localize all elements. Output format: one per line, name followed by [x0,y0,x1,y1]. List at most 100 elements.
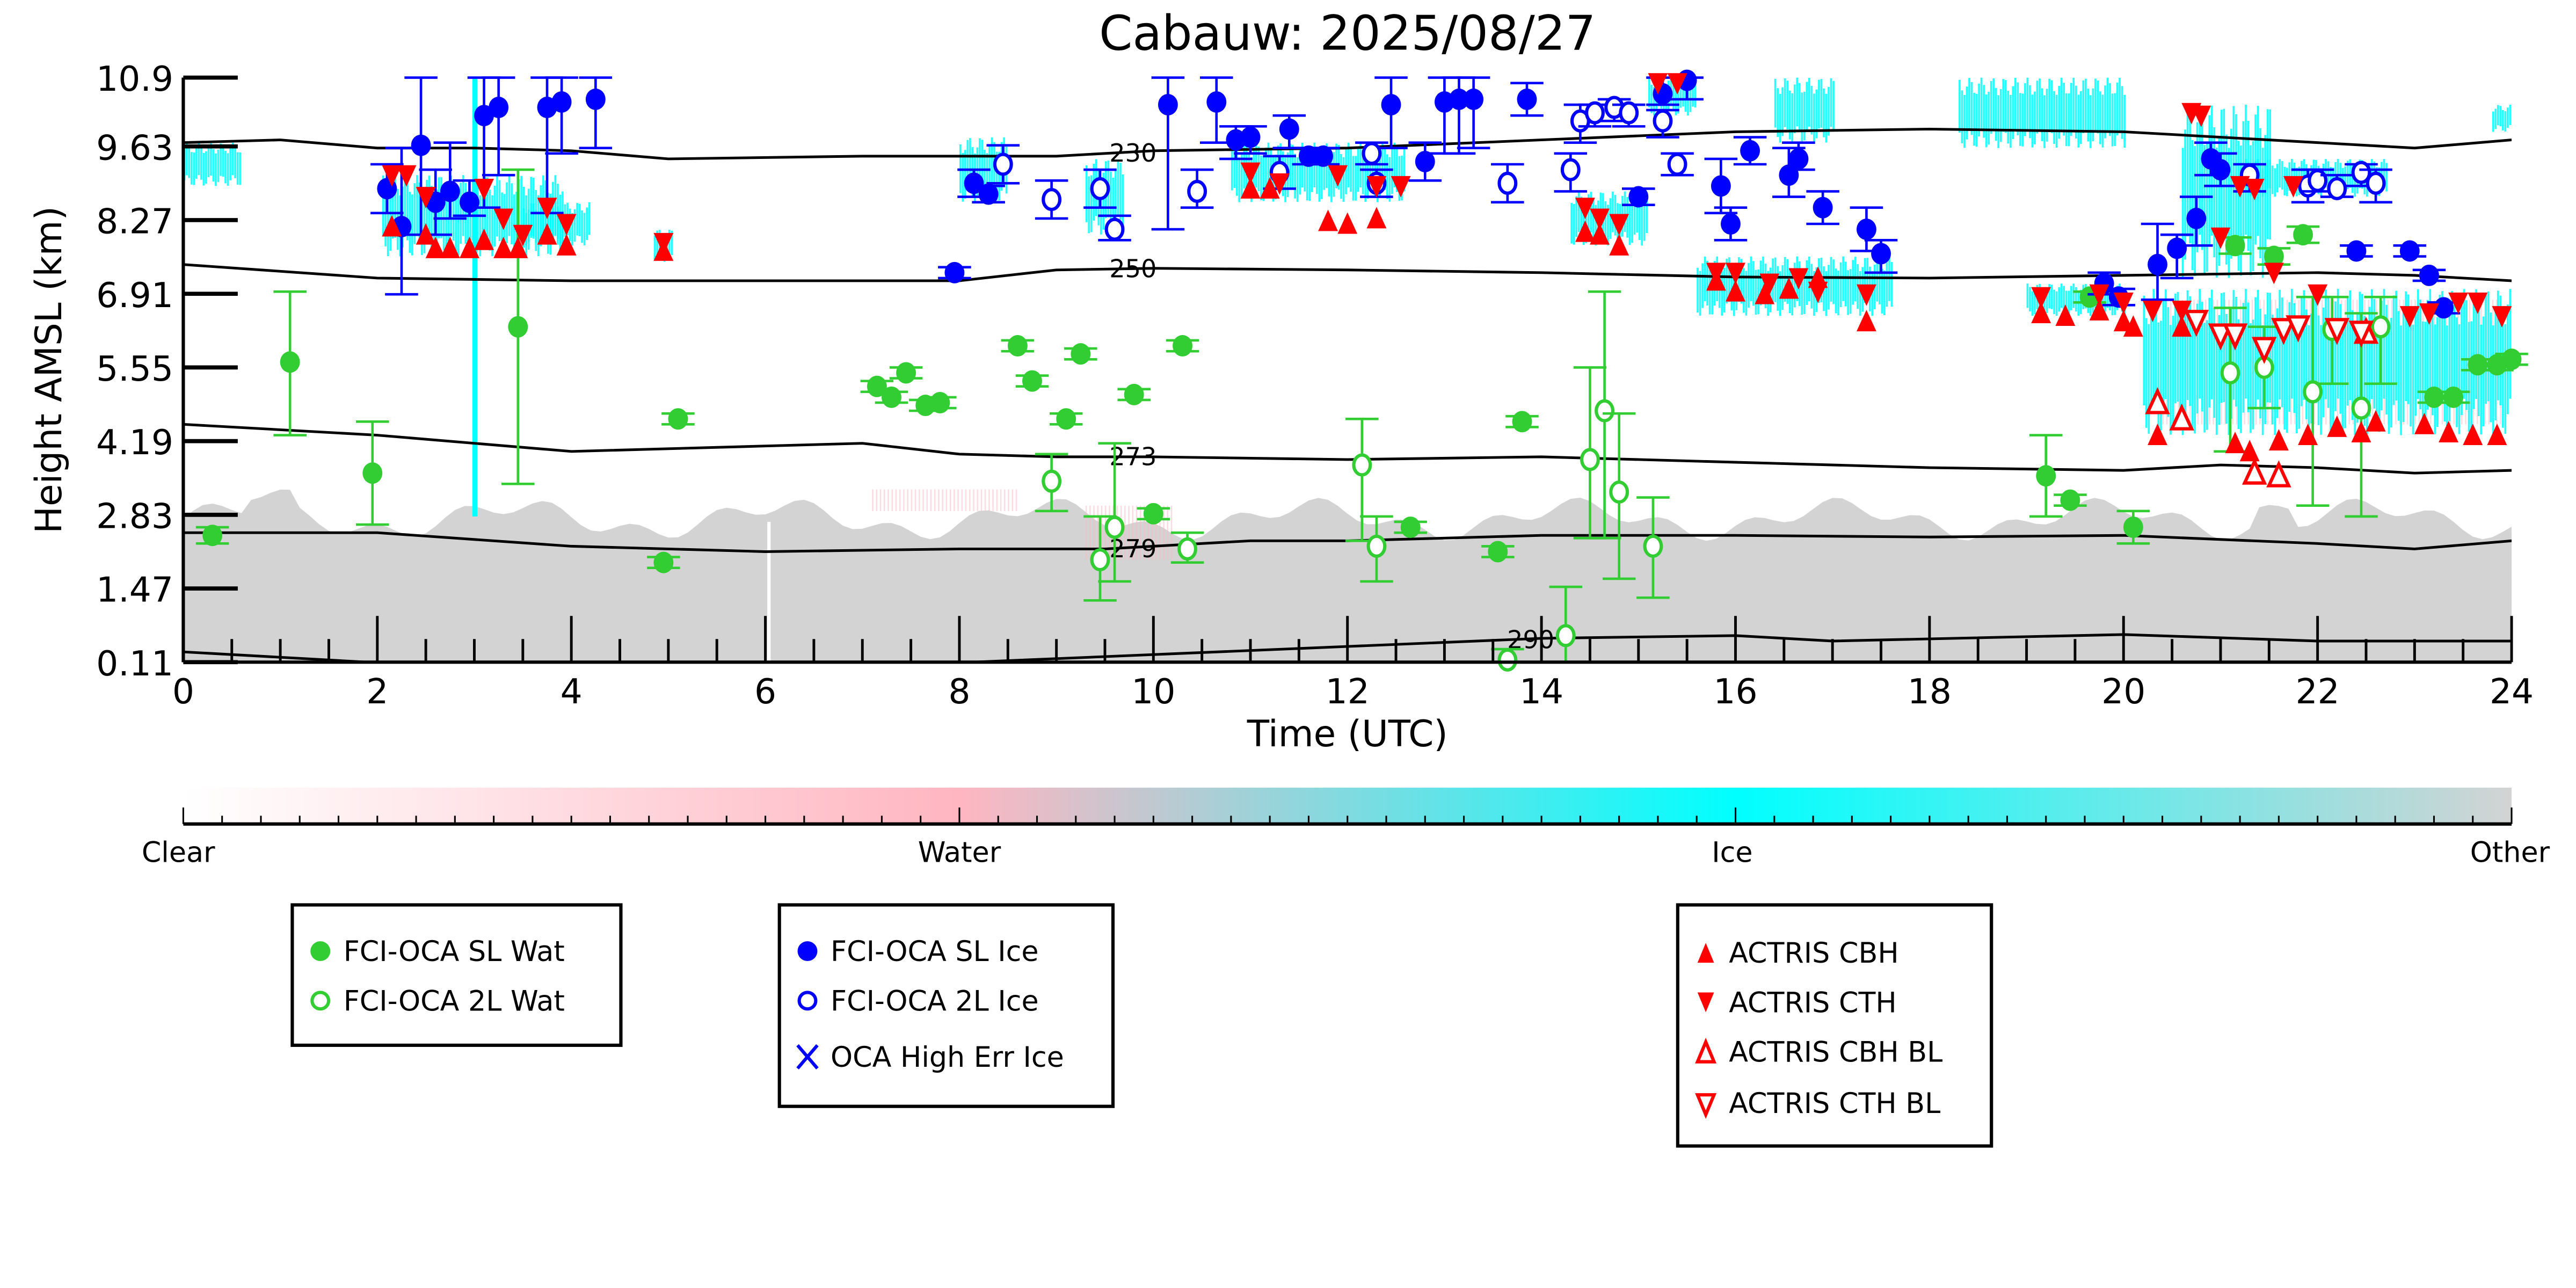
ice-class-trace [2264,135,2266,265]
ice-class-trace [2512,107,2514,127]
ice-class-trace [2150,304,2152,414]
ice-class-trace [532,203,535,236]
data-point [993,152,1013,176]
data-point [537,223,557,245]
ice-class-trace [404,176,406,237]
ice-class-trace [1612,191,1614,232]
water-class-trace [1167,505,1169,560]
ice-class-trace [2298,319,2301,429]
data-point [2468,292,2488,314]
ice-class-trace [2412,324,2414,434]
data-point [1726,280,1745,302]
legend-label-cth: ACTRIS CTH [1729,986,1897,1019]
data-point [1352,453,1372,477]
data-point [362,462,383,484]
ice-class-trace [2499,295,2502,405]
ice-class-trace [1721,271,1723,316]
water-class-trace [903,489,905,511]
data-point [2167,237,2187,259]
ice-class-trace [1784,78,1786,127]
data-point [1595,399,1615,423]
data-point [2501,348,2522,370]
ice-class-trace [1650,84,1653,113]
ice-class-trace [2215,147,2218,278]
series-fci-oca-2l-ice [986,96,2392,242]
data-point [1788,268,1809,290]
ice-class-trace [1347,142,1350,188]
ice-class-trace [2429,289,2432,399]
data-point [1488,541,1508,563]
contour-label-230: 230 [1109,139,1156,168]
ice-class-trace [1267,142,1270,187]
x-tick-label: 6 [754,672,776,712]
ice-class-trace [573,209,576,242]
data-point [1653,109,1673,133]
ice-class-trace [2053,91,2055,144]
water-class-trace [2205,300,2207,425]
ice-class-trace [1883,270,1886,315]
ice-class-trace [2301,296,2303,406]
water-class-trace [965,489,967,511]
ice-class-trace [1682,78,1684,107]
data-point [1366,176,1387,198]
ice-class-trace [2252,141,2254,272]
ice-class-trace [2012,86,2014,139]
ice-class-trace [1085,165,1088,222]
ice-class-trace [1355,156,1357,201]
ice-class-trace [1832,81,1835,130]
ice-class-trace [185,142,188,176]
data-point [1240,177,1261,199]
ice-class-trace [2090,95,2092,148]
ice-class-trace [2349,159,2352,188]
data-point [2443,386,2464,408]
ice-class-trace [2167,307,2170,417]
ice-class-trace [2072,283,2075,308]
ice-class-trace [431,186,433,247]
ice-class-trace [2446,325,2448,435]
ice-class-trace [496,175,498,237]
ice-class-trace [1371,143,1374,188]
ice-class-trace [1577,191,1580,232]
data-point [1788,148,1809,170]
data-point [1517,88,1537,110]
ice-class-trace [2046,288,2048,314]
data-point [440,236,460,258]
ice-class-trace [2392,295,2395,405]
ice-class-trace [515,192,518,253]
data-point [2031,287,2051,309]
ice-class-trace [1864,258,1866,303]
water-class-trace [961,489,963,511]
ice-class-trace [2004,80,2007,133]
ice-class-trace [2215,325,2218,435]
data-point [2286,315,2311,343]
ice-class-trace [455,192,457,253]
ice-class-trace [1679,79,1682,108]
ice-class-trace [2507,107,2509,128]
ice-class-trace [1296,157,1299,202]
ice-class-trace [2344,318,2347,428]
data-point [2210,227,2231,249]
data-point [1381,94,1401,115]
ice-class-trace [1835,268,1837,314]
ice-class-trace [1890,261,1893,307]
ice-class-trace [2189,113,2191,244]
ice-class-trace [2504,111,2507,132]
ice-class-trace [2424,322,2427,432]
data-point [425,236,446,258]
ice-class-trace [445,195,447,257]
ice-class-trace [2383,289,2385,399]
ice-class-trace [2371,289,2373,399]
ice-class-trace [966,140,969,189]
data-gap [767,521,771,663]
ice-class-trace [2160,321,2162,431]
data-point [1366,207,1387,229]
data-point [1400,516,1421,539]
ice-class-trace [2031,291,2034,316]
ice-class-trace [1294,154,1297,199]
ice-class-trace [1748,263,1750,308]
data-point [1575,198,1595,220]
ice-class-trace [2019,93,2021,146]
ice-class-trace [2334,301,2337,411]
ice-class-trace [576,203,578,236]
